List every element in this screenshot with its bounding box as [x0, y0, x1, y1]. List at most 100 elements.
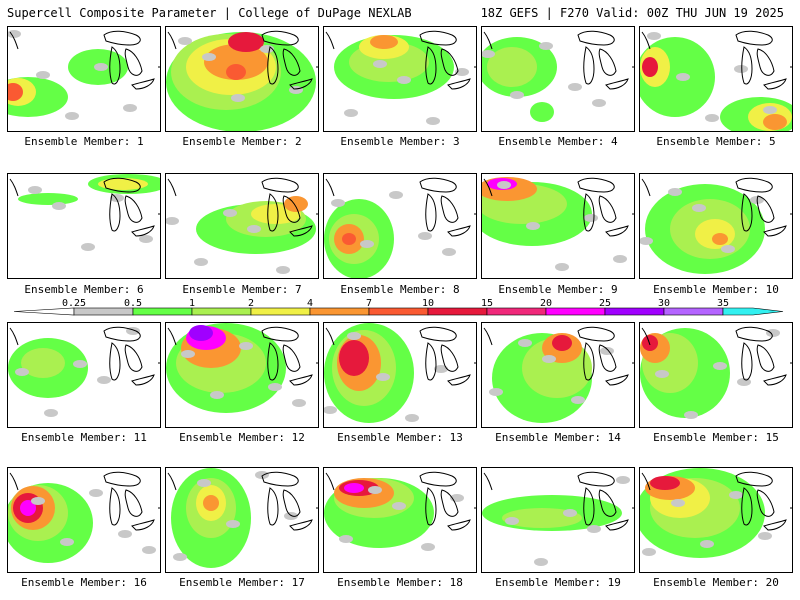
- field-speckle: [324, 406, 337, 414]
- legend-tick-label: 7: [366, 298, 372, 309]
- coastline-outline: [261, 326, 299, 342]
- panel-label: Ensemble Member: 8: [340, 283, 460, 296]
- ensemble-map-panel: [323, 26, 477, 132]
- coastline-outline: [124, 489, 143, 517]
- field-speckle: [592, 99, 606, 107]
- color-scale-legend: 0.25 0.5 1 2 4 7 10 15 20 25 30 35: [0, 298, 800, 320]
- field-speckle: [505, 517, 519, 525]
- legend-color-swatch: [250, 307, 311, 316]
- field-map: [482, 177, 634, 271]
- legend-tick-label: 30: [658, 298, 670, 309]
- field-speckle: [676, 73, 690, 81]
- coastline-outline: [440, 489, 459, 517]
- coastline-outline: [267, 342, 279, 381]
- field-map: [640, 326, 792, 419]
- field-map: [166, 177, 318, 274]
- coastline-outline: [109, 487, 121, 526]
- field-speckle: [223, 209, 237, 217]
- coastline-outline: [483, 327, 634, 364]
- field-map: [640, 30, 792, 131]
- field-speckle: [123, 104, 137, 112]
- coastline-outline: [325, 472, 476, 509]
- field-contour: [18, 193, 78, 205]
- field-speckle: [65, 112, 79, 120]
- field-speckle: [292, 399, 306, 407]
- field-speckle: [231, 94, 245, 102]
- coastline-outline: [583, 193, 595, 232]
- field-speckle: [518, 339, 532, 347]
- coastline-outline: [325, 31, 476, 68]
- coastline-outline: [735, 471, 773, 487]
- field-contour: [763, 114, 787, 130]
- coastline-outline: [583, 487, 595, 526]
- panel-label: Ensemble Member: 11: [21, 431, 147, 444]
- coastline-outline: [261, 471, 299, 487]
- field-contour: [502, 508, 582, 528]
- legend-color-swatch: [368, 307, 429, 316]
- coastline-outline: [447, 78, 471, 90]
- ensemble-map-panel: [481, 322, 635, 428]
- coastline-outline: [741, 487, 753, 526]
- field-speckle: [89, 489, 103, 497]
- legend-color-swatch: [604, 307, 665, 316]
- panel-label: Ensemble Member: 16: [21, 576, 147, 589]
- field-speckle: [705, 114, 719, 122]
- field-speckle: [28, 186, 42, 194]
- field-speckle: [616, 476, 630, 484]
- field-map: [640, 177, 792, 274]
- field-map: [8, 471, 160, 563]
- ensemble-map-panel: [7, 467, 161, 573]
- legend-tick-label: 15: [481, 298, 493, 309]
- field-speckle: [418, 232, 432, 240]
- map-title: Supercell Composite Parameter | College …: [7, 6, 412, 20]
- field-speckle: [534, 558, 548, 566]
- field-speckle: [421, 543, 435, 551]
- coastline-outline: [289, 78, 313, 90]
- field-speckle: [729, 491, 743, 499]
- panel-label: Ensemble Member: 18: [337, 576, 463, 589]
- ensemble-map-panel: [481, 26, 635, 132]
- field-contour: [284, 196, 308, 212]
- field-speckle: [360, 240, 374, 248]
- field-contour: [203, 495, 219, 511]
- coastline-outline: [9, 178, 160, 215]
- field-contour: [642, 57, 658, 77]
- field-speckle: [392, 502, 406, 510]
- coastline-outline: [9, 327, 160, 364]
- panel-label: Ensemble Member: 10: [653, 283, 779, 296]
- field-contour: [642, 335, 658, 351]
- coastline-outline: [641, 472, 792, 509]
- field-speckle: [668, 188, 682, 196]
- ensemble-map-panel: [165, 173, 319, 279]
- legend-low-arrow: [13, 307, 75, 316]
- coastline-outline: [483, 472, 634, 509]
- coastline-outline: [763, 78, 787, 90]
- field-speckle: [563, 509, 577, 517]
- field-speckle: [600, 347, 614, 355]
- field-contour: [228, 32, 264, 52]
- coastline-outline: [167, 472, 318, 509]
- coastline-outline: [289, 519, 313, 531]
- panel-label: Ensemble Member: 20: [653, 576, 779, 589]
- ensemble-map-panel: [639, 322, 793, 428]
- field-contour: [21, 348, 65, 378]
- field-speckle: [339, 535, 353, 543]
- legend-tick-label: 25: [599, 298, 611, 309]
- field-speckle: [397, 76, 411, 84]
- field-map: [640, 468, 792, 558]
- field-speckle: [584, 214, 598, 222]
- panel-label: Ensemble Member: 17: [179, 576, 305, 589]
- panel-label: Ensemble Member: 1: [24, 135, 144, 148]
- field-speckle: [347, 332, 361, 340]
- field-speckle: [542, 355, 556, 363]
- legend-tick-label: 2: [248, 298, 254, 309]
- field-speckle: [526, 222, 540, 230]
- field-speckle: [368, 486, 382, 494]
- coastline-outline: [9, 31, 160, 68]
- legend-color-swatch: [663, 307, 724, 316]
- legend-tick-label: 20: [540, 298, 552, 309]
- ensemble-map-panel: [481, 173, 635, 279]
- coastline-outline: [425, 342, 437, 381]
- field-speckle: [568, 83, 582, 91]
- run-info: 18Z GEFS | F270 Valid: 00Z THU JUN 19 20…: [480, 6, 784, 20]
